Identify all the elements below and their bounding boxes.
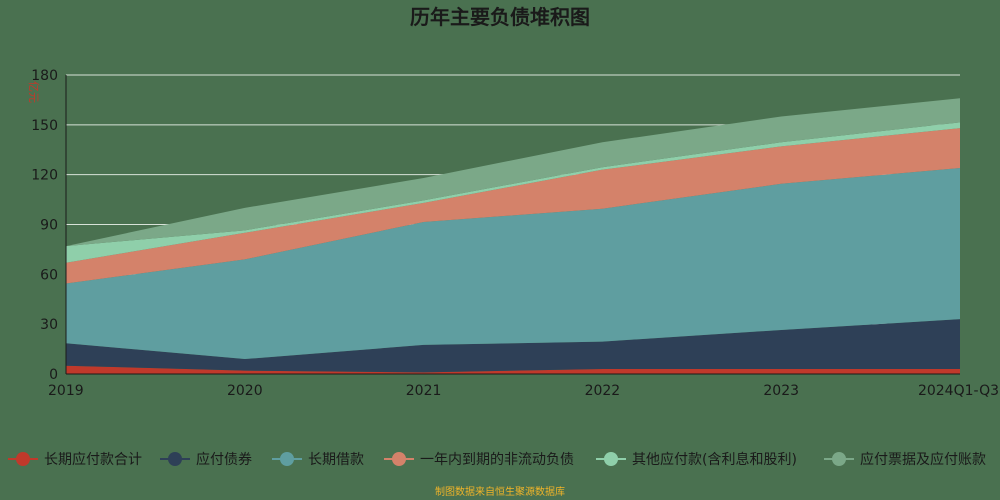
y-tick-label-6: 180: [31, 68, 58, 84]
legend: 长期应付款合计 应付债券 长期借款 一年内到期的非流动负债 其他应付款(含利息和股利) 应…: [8, 451, 986, 468]
chart-title: 历年主要负债堆积图: [410, 5, 590, 29]
y-axis-unit: 亿元: [27, 81, 40, 103]
axes: 0 30 60 90 120 150 180 2019 2020 2021 2022 2023 2024…: [31, 68, 999, 399]
legend-item-2[interactable]: 长期借款: [272, 452, 364, 468]
legend-label-0: 长期应付款合计: [44, 451, 142, 468]
area-series-2: [66, 168, 960, 360]
y-tick-label-0: 0: [49, 367, 58, 383]
legend-marker-icon-2: [280, 452, 294, 466]
x-tick-label-0: 2019: [48, 383, 84, 399]
y-tick-label-1: 30: [40, 317, 58, 333]
legend-marker-icon-0: [16, 452, 30, 466]
y-tick-label-3: 90: [40, 218, 58, 234]
y-tick-label-4: 120: [31, 168, 58, 184]
legend-item-1[interactable]: 应付债券: [160, 451, 252, 468]
legend-label-1: 应付债券: [196, 451, 252, 468]
legend-marker-icon-5: [832, 452, 846, 466]
legend-marker-icon-3: [392, 452, 406, 466]
x-tick-label-2: 2021: [406, 383, 442, 399]
legend-label-3: 一年内到期的非流动负债: [420, 452, 574, 468]
legend-item-3[interactable]: 一年内到期的非流动负债: [384, 452, 574, 468]
x-tick-label-4: 2023: [763, 383, 799, 399]
area-series-5: [66, 98, 960, 247]
x-tick-label-3: 2022: [585, 383, 621, 399]
area-series-3: [66, 128, 960, 284]
legend-item-4[interactable]: 其他应付款(含利息和股利): [596, 451, 797, 468]
x-tick-label-1: 2020: [227, 383, 263, 399]
area-series-4: [66, 122, 960, 263]
legend-marker-icon-1: [168, 452, 182, 466]
legend-label-2: 长期借款: [308, 452, 364, 468]
legend-item-5[interactable]: 应付票据及应付账款: [824, 451, 986, 468]
area-series-0: [66, 365, 960, 374]
legend-marker-icon-4: [604, 452, 618, 466]
source-note: 制图数据来自恒生聚源数据库: [435, 485, 565, 498]
x-tick-label-5: 2024Q1-Q3: [918, 383, 999, 399]
legend-label-4: 其他应付款(含利息和股利): [632, 451, 797, 468]
area-series: [66, 98, 960, 374]
legend-label-5: 应付票据及应付账款: [860, 451, 986, 468]
y-tick-label-5: 150: [31, 118, 58, 134]
y-tick-label-2: 60: [40, 267, 58, 283]
legend-item-0[interactable]: 长期应付款合计: [8, 451, 142, 468]
area-series-1: [66, 319, 960, 373]
